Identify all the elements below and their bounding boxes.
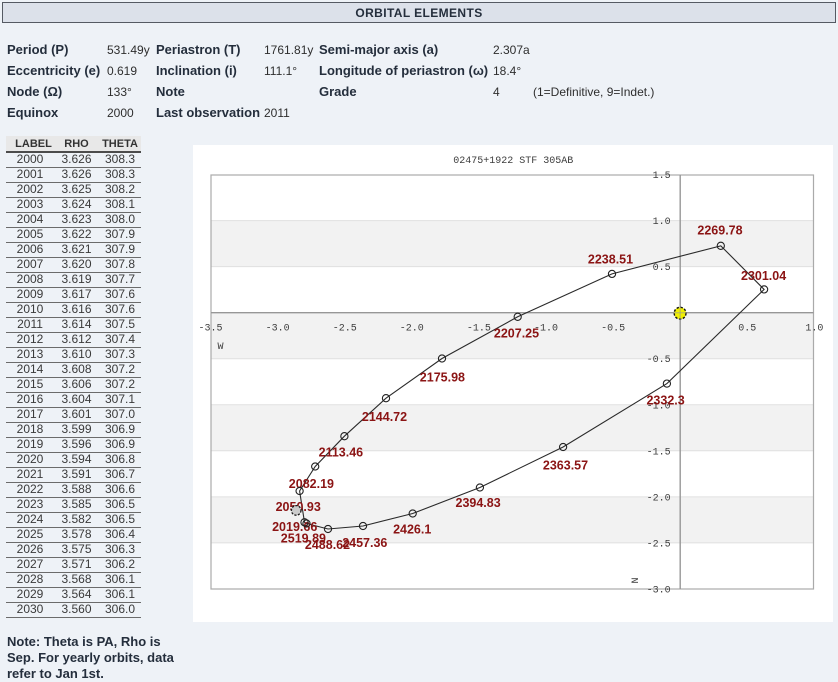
svg-text:1.0: 1.0	[805, 324, 823, 335]
svg-text:2082.19: 2082.19	[289, 477, 334, 491]
svg-text:1.0: 1.0	[653, 217, 671, 228]
svg-text:-3.0: -3.0	[647, 586, 671, 597]
svg-text:2426.1: 2426.1	[393, 522, 431, 536]
svg-text:W: W	[218, 342, 224, 353]
svg-text:-3.0: -3.0	[266, 324, 290, 335]
svg-text:02475+1922 STF 305AB: 02475+1922 STF 305AB	[453, 156, 573, 167]
svg-text:-2.5: -2.5	[647, 539, 671, 550]
svg-text:-1.5: -1.5	[647, 447, 671, 458]
svg-text:2238.51: 2238.51	[588, 252, 633, 266]
svg-text:2332.3: 2332.3	[646, 394, 684, 408]
svg-text:2457.36: 2457.36	[342, 536, 387, 550]
svg-text:-1.0: -1.0	[647, 401, 671, 412]
svg-text:N: N	[631, 577, 642, 583]
svg-text:-0.5: -0.5	[647, 355, 671, 366]
svg-text:2175.98: 2175.98	[420, 370, 465, 384]
svg-text:2144.72: 2144.72	[362, 410, 407, 424]
svg-text:2113.46: 2113.46	[319, 446, 364, 460]
svg-text:2394.83: 2394.83	[456, 496, 501, 510]
svg-text:0.5: 0.5	[653, 263, 671, 274]
svg-text:1.5: 1.5	[653, 171, 671, 182]
svg-text:2207.25: 2207.25	[494, 327, 539, 341]
svg-text:-1.5: -1.5	[467, 324, 491, 335]
svg-text:-2.5: -2.5	[333, 324, 357, 335]
svg-text:2488.62: 2488.62	[305, 538, 350, 552]
svg-text:2363.57: 2363.57	[543, 459, 588, 473]
svg-text:-2.0: -2.0	[400, 324, 424, 335]
svg-text:2269.78: 2269.78	[697, 223, 742, 237]
svg-text:-1.0: -1.0	[534, 324, 558, 335]
svg-text:2019.66: 2019.66	[272, 520, 317, 534]
svg-text:2519.89: 2519.89	[281, 532, 326, 546]
svg-text:-2.0: -2.0	[647, 493, 671, 504]
svg-text:-0.5: -0.5	[601, 324, 625, 335]
svg-text:-3.5: -3.5	[198, 324, 222, 335]
svg-text:0.5: 0.5	[738, 324, 756, 335]
svg-text:2301.04: 2301.04	[741, 269, 786, 283]
